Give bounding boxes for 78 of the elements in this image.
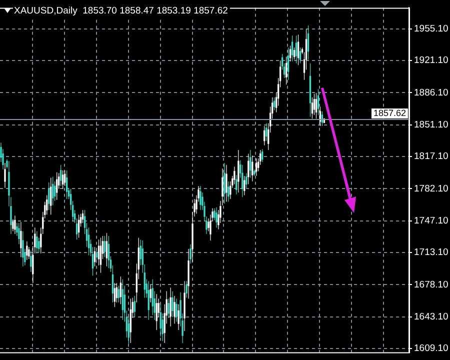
y-tick-label: 1886.10 (414, 87, 448, 98)
y-tick-label: 1609.10 (414, 343, 448, 354)
candlestick (295, 35, 298, 64)
candlestick (224, 162, 226, 204)
candlestick (64, 170, 66, 186)
candlestick (190, 244, 192, 264)
candlestick (52, 176, 54, 206)
candlestick (4, 162, 6, 188)
candlestick (14, 215, 16, 234)
candlestick (148, 280, 150, 320)
candlestick (54, 181, 56, 202)
candlestick (246, 172, 248, 188)
candlestick (200, 186, 202, 210)
candlestick (62, 170, 64, 190)
candlestick (244, 176, 246, 196)
candlestick (96, 250, 98, 260)
candlestick (297, 34, 300, 66)
candlestick (22, 230, 24, 267)
candlestick (226, 164, 228, 202)
candlestick (186, 280, 188, 298)
candlestick (18, 222, 20, 245)
candlestick (291, 35, 294, 62)
candlestick (315, 92, 318, 119)
candlestick (236, 174, 238, 195)
candlestick (160, 304, 162, 337)
candlestick (168, 298, 170, 318)
y-tick-label: 1782.10 (414, 183, 448, 194)
candlestick (48, 182, 50, 210)
candlestick (60, 164, 62, 186)
y-tick-label: 1817.10 (414, 151, 448, 162)
candlestick (170, 287, 172, 327)
y-tick-label: 1643.10 (414, 312, 448, 323)
candlestick (152, 278, 154, 316)
candlestick (104, 236, 106, 258)
y-tick-label: 1713.10 (414, 247, 448, 258)
candlestick (172, 290, 174, 318)
candlestick (250, 150, 252, 178)
y-tick-label: 1678.10 (414, 279, 448, 290)
candlestick (216, 206, 218, 228)
candlestick (50, 177, 52, 215)
candlestick (122, 278, 124, 320)
candlestick (174, 296, 176, 324)
candlestick (120, 276, 122, 305)
candlestick (134, 296, 136, 318)
candlestick (176, 298, 178, 322)
y-tick-label: 1955.10 (414, 24, 448, 35)
candlestick (256, 158, 258, 176)
candlestick (150, 284, 152, 303)
y-tick-label: 1921.10 (414, 55, 448, 66)
candlestick (262, 148, 264, 162)
ref-line-label: 1857.62 (373, 108, 406, 118)
candlestick (252, 155, 254, 182)
candlestick (56, 172, 58, 200)
candlestick (66, 170, 68, 200)
candlestick (114, 282, 116, 308)
candlestick (178, 304, 180, 330)
candlestick (100, 237, 102, 274)
candlestick (299, 47, 302, 64)
y-tick-label: 1747.10 (414, 216, 448, 227)
candlestick (317, 88, 320, 116)
candlestick (26, 241, 28, 260)
candlestick (313, 93, 316, 116)
candlestick (287, 47, 290, 80)
candlestick (228, 181, 230, 202)
candlestick (88, 227, 90, 256)
candlestick (118, 285, 120, 303)
candlestick (266, 122, 268, 142)
candlestick (311, 97, 314, 119)
y-tick-label: 1851.10 (414, 120, 448, 131)
candlestick (20, 222, 22, 258)
candlestick (234, 166, 236, 184)
candlestick (289, 45, 292, 62)
chart-title: XAUUSD,Daily 1853.70 1858.47 1853.19 1857.62 (14, 6, 228, 17)
candlestick (12, 218, 14, 232)
candlestick (30, 250, 32, 272)
candlestick (46, 194, 48, 215)
candlestick (106, 232, 108, 267)
candlestick (238, 150, 240, 193)
